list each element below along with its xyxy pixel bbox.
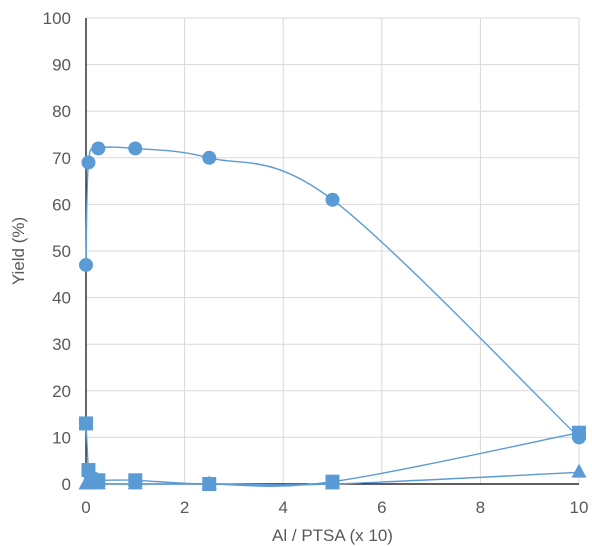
triangle-marker <box>325 475 340 490</box>
x-tick-label: 0 <box>81 498 90 517</box>
square-marker <box>79 416 93 431</box>
circle-marker <box>325 192 340 207</box>
x-tick-label: 8 <box>476 498 485 517</box>
circle-marker <box>79 257 93 272</box>
y-tick-label: 20 <box>52 382 71 401</box>
circle-marker <box>202 150 217 165</box>
y-tick-label: 0 <box>62 475 71 494</box>
circle-marker <box>81 155 96 170</box>
x-tick-label: 10 <box>570 498 589 517</box>
y-tick-label: 80 <box>52 102 71 121</box>
triangle-marker <box>201 475 217 490</box>
circle-marker <box>91 141 106 156</box>
x-tick-label: 4 <box>278 498 287 517</box>
y-tick-label: 70 <box>52 149 71 168</box>
y-tick-label: 60 <box>52 195 71 214</box>
triangle-marker <box>80 475 96 490</box>
x-axis-label: Al / PTSA (x 10) <box>272 526 393 545</box>
y-tick-label: 90 <box>52 56 71 75</box>
y-tick-label: 50 <box>52 242 71 261</box>
y-tick-label: 100 <box>43 9 71 28</box>
data-markers <box>78 141 587 491</box>
triangle-marker <box>571 463 587 478</box>
y-axis-label: Yield (%) <box>9 217 28 285</box>
square-marker <box>572 425 586 440</box>
x-tick-labels: 0 2 4 6 8 10 <box>81 498 588 517</box>
y-tick-label: 30 <box>52 335 71 354</box>
x-tick-label: 2 <box>180 498 189 517</box>
gridlines <box>86 17 580 484</box>
y-tick-label: 10 <box>52 428 71 447</box>
x-tick-label: 6 <box>377 498 386 517</box>
y-tick-labels: 0 10 20 30 40 50 60 70 80 90 100 <box>43 9 71 494</box>
triangle-marker <box>127 475 143 490</box>
triangle-marker <box>90 475 106 490</box>
y-tick-label: 40 <box>52 289 71 308</box>
circle-marker <box>128 141 143 156</box>
